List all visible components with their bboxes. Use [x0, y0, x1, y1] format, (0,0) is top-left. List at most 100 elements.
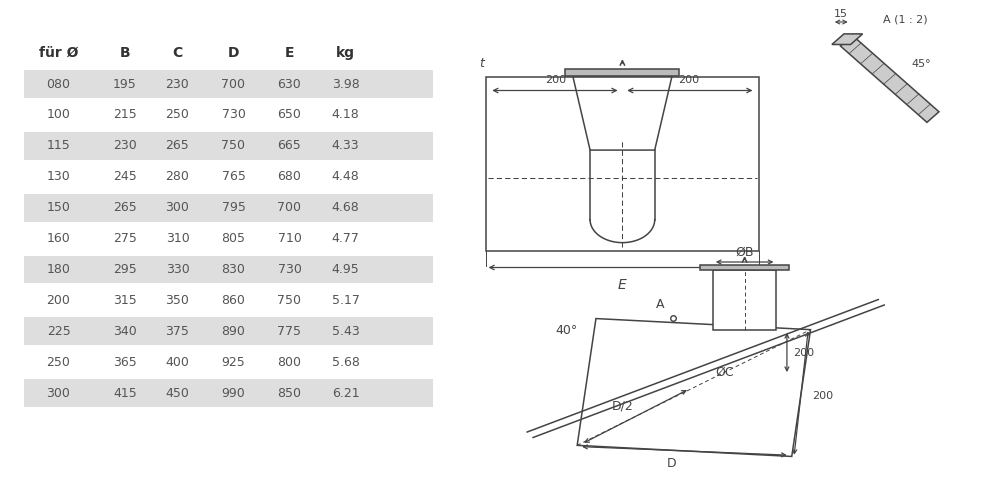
FancyBboxPatch shape: [24, 194, 433, 222]
Text: 080: 080: [46, 78, 70, 90]
Text: 115: 115: [47, 140, 70, 152]
Text: 100: 100: [47, 108, 70, 122]
FancyBboxPatch shape: [24, 70, 433, 98]
Text: 6.21: 6.21: [332, 386, 359, 400]
Text: 200: 200: [47, 294, 70, 307]
Text: t: t: [479, 56, 484, 70]
Text: 765: 765: [222, 170, 245, 183]
Text: 160: 160: [47, 232, 70, 245]
Text: 45°: 45°: [911, 59, 931, 69]
Text: 295: 295: [113, 263, 137, 276]
Text: 750: 750: [278, 294, 302, 307]
Text: 40°: 40°: [556, 324, 578, 336]
Text: 5.17: 5.17: [332, 294, 359, 307]
Text: 990: 990: [222, 386, 245, 400]
Text: für Ø: für Ø: [39, 46, 78, 60]
Text: 795: 795: [222, 201, 245, 214]
Text: C: C: [172, 46, 183, 60]
Polygon shape: [832, 34, 863, 44]
Text: 200: 200: [812, 390, 833, 400]
Text: 200: 200: [678, 75, 699, 85]
Text: 280: 280: [166, 170, 189, 183]
Text: A: A: [656, 298, 664, 311]
Text: 230: 230: [113, 140, 137, 152]
Text: 230: 230: [166, 78, 189, 90]
Text: B: B: [120, 46, 130, 60]
Text: 800: 800: [278, 356, 302, 368]
Text: 215: 215: [113, 108, 137, 122]
Text: E: E: [618, 278, 627, 292]
Text: 275: 275: [113, 232, 137, 245]
Text: 180: 180: [47, 263, 70, 276]
Text: 4.18: 4.18: [332, 108, 359, 122]
Text: 4.68: 4.68: [332, 201, 359, 214]
Text: 925: 925: [222, 356, 245, 368]
Text: 375: 375: [166, 325, 189, 338]
Text: 805: 805: [222, 232, 246, 245]
Text: 200: 200: [545, 75, 566, 85]
Text: 860: 860: [222, 294, 245, 307]
FancyBboxPatch shape: [24, 379, 433, 407]
Text: 630: 630: [278, 78, 301, 90]
Text: D: D: [667, 457, 677, 470]
Text: 245: 245: [113, 170, 137, 183]
Text: A (1 : 2): A (1 : 2): [883, 14, 927, 24]
FancyBboxPatch shape: [24, 256, 433, 283]
Text: 340: 340: [113, 325, 137, 338]
Text: 300: 300: [47, 386, 70, 400]
Text: 365: 365: [113, 356, 137, 368]
Text: 265: 265: [113, 201, 137, 214]
Text: 830: 830: [222, 263, 245, 276]
Text: 330: 330: [166, 263, 189, 276]
Text: 15: 15: [834, 9, 848, 19]
Text: 890: 890: [222, 325, 245, 338]
FancyBboxPatch shape: [24, 132, 433, 160]
Text: 680: 680: [278, 170, 301, 183]
Text: kg: kg: [336, 46, 355, 60]
Text: 400: 400: [166, 356, 189, 368]
Text: 730: 730: [278, 263, 301, 276]
Polygon shape: [840, 36, 939, 122]
FancyBboxPatch shape: [24, 318, 433, 345]
Text: ØC: ØC: [715, 366, 734, 379]
Text: 250: 250: [47, 356, 70, 368]
Text: 225: 225: [47, 325, 70, 338]
Text: D/2: D/2: [612, 400, 634, 412]
Bar: [486, 77, 759, 251]
Text: 775: 775: [278, 325, 302, 338]
Text: 4.48: 4.48: [332, 170, 359, 183]
Text: 315: 315: [113, 294, 137, 307]
Text: 4.33: 4.33: [332, 140, 359, 152]
Text: 730: 730: [222, 108, 245, 122]
Text: 665: 665: [278, 140, 301, 152]
Text: 5.43: 5.43: [332, 325, 359, 338]
Text: 700: 700: [222, 78, 246, 90]
Text: 700: 700: [278, 201, 302, 214]
Text: 450: 450: [166, 386, 189, 400]
Text: 4.77: 4.77: [332, 232, 359, 245]
Text: D: D: [228, 46, 239, 60]
Bar: [565, 69, 679, 75]
Text: 710: 710: [278, 232, 301, 245]
Text: 350: 350: [166, 294, 189, 307]
Text: 200: 200: [793, 348, 814, 358]
Text: 265: 265: [166, 140, 189, 152]
Text: 5.68: 5.68: [332, 356, 359, 368]
Text: 750: 750: [222, 140, 246, 152]
Text: 195: 195: [113, 78, 137, 90]
Text: 310: 310: [166, 232, 189, 245]
Text: 650: 650: [278, 108, 301, 122]
Text: 4.95: 4.95: [332, 263, 359, 276]
Text: 130: 130: [47, 170, 70, 183]
Text: 3.98: 3.98: [332, 78, 359, 90]
Bar: [700, 264, 789, 270]
Polygon shape: [713, 270, 776, 330]
Text: 250: 250: [166, 108, 189, 122]
Text: 150: 150: [47, 201, 70, 214]
Text: 300: 300: [166, 201, 189, 214]
Text: E: E: [285, 46, 294, 60]
Text: 415: 415: [113, 386, 137, 400]
Text: ØB: ØB: [735, 245, 754, 258]
Polygon shape: [573, 77, 672, 150]
Text: 850: 850: [278, 386, 302, 400]
